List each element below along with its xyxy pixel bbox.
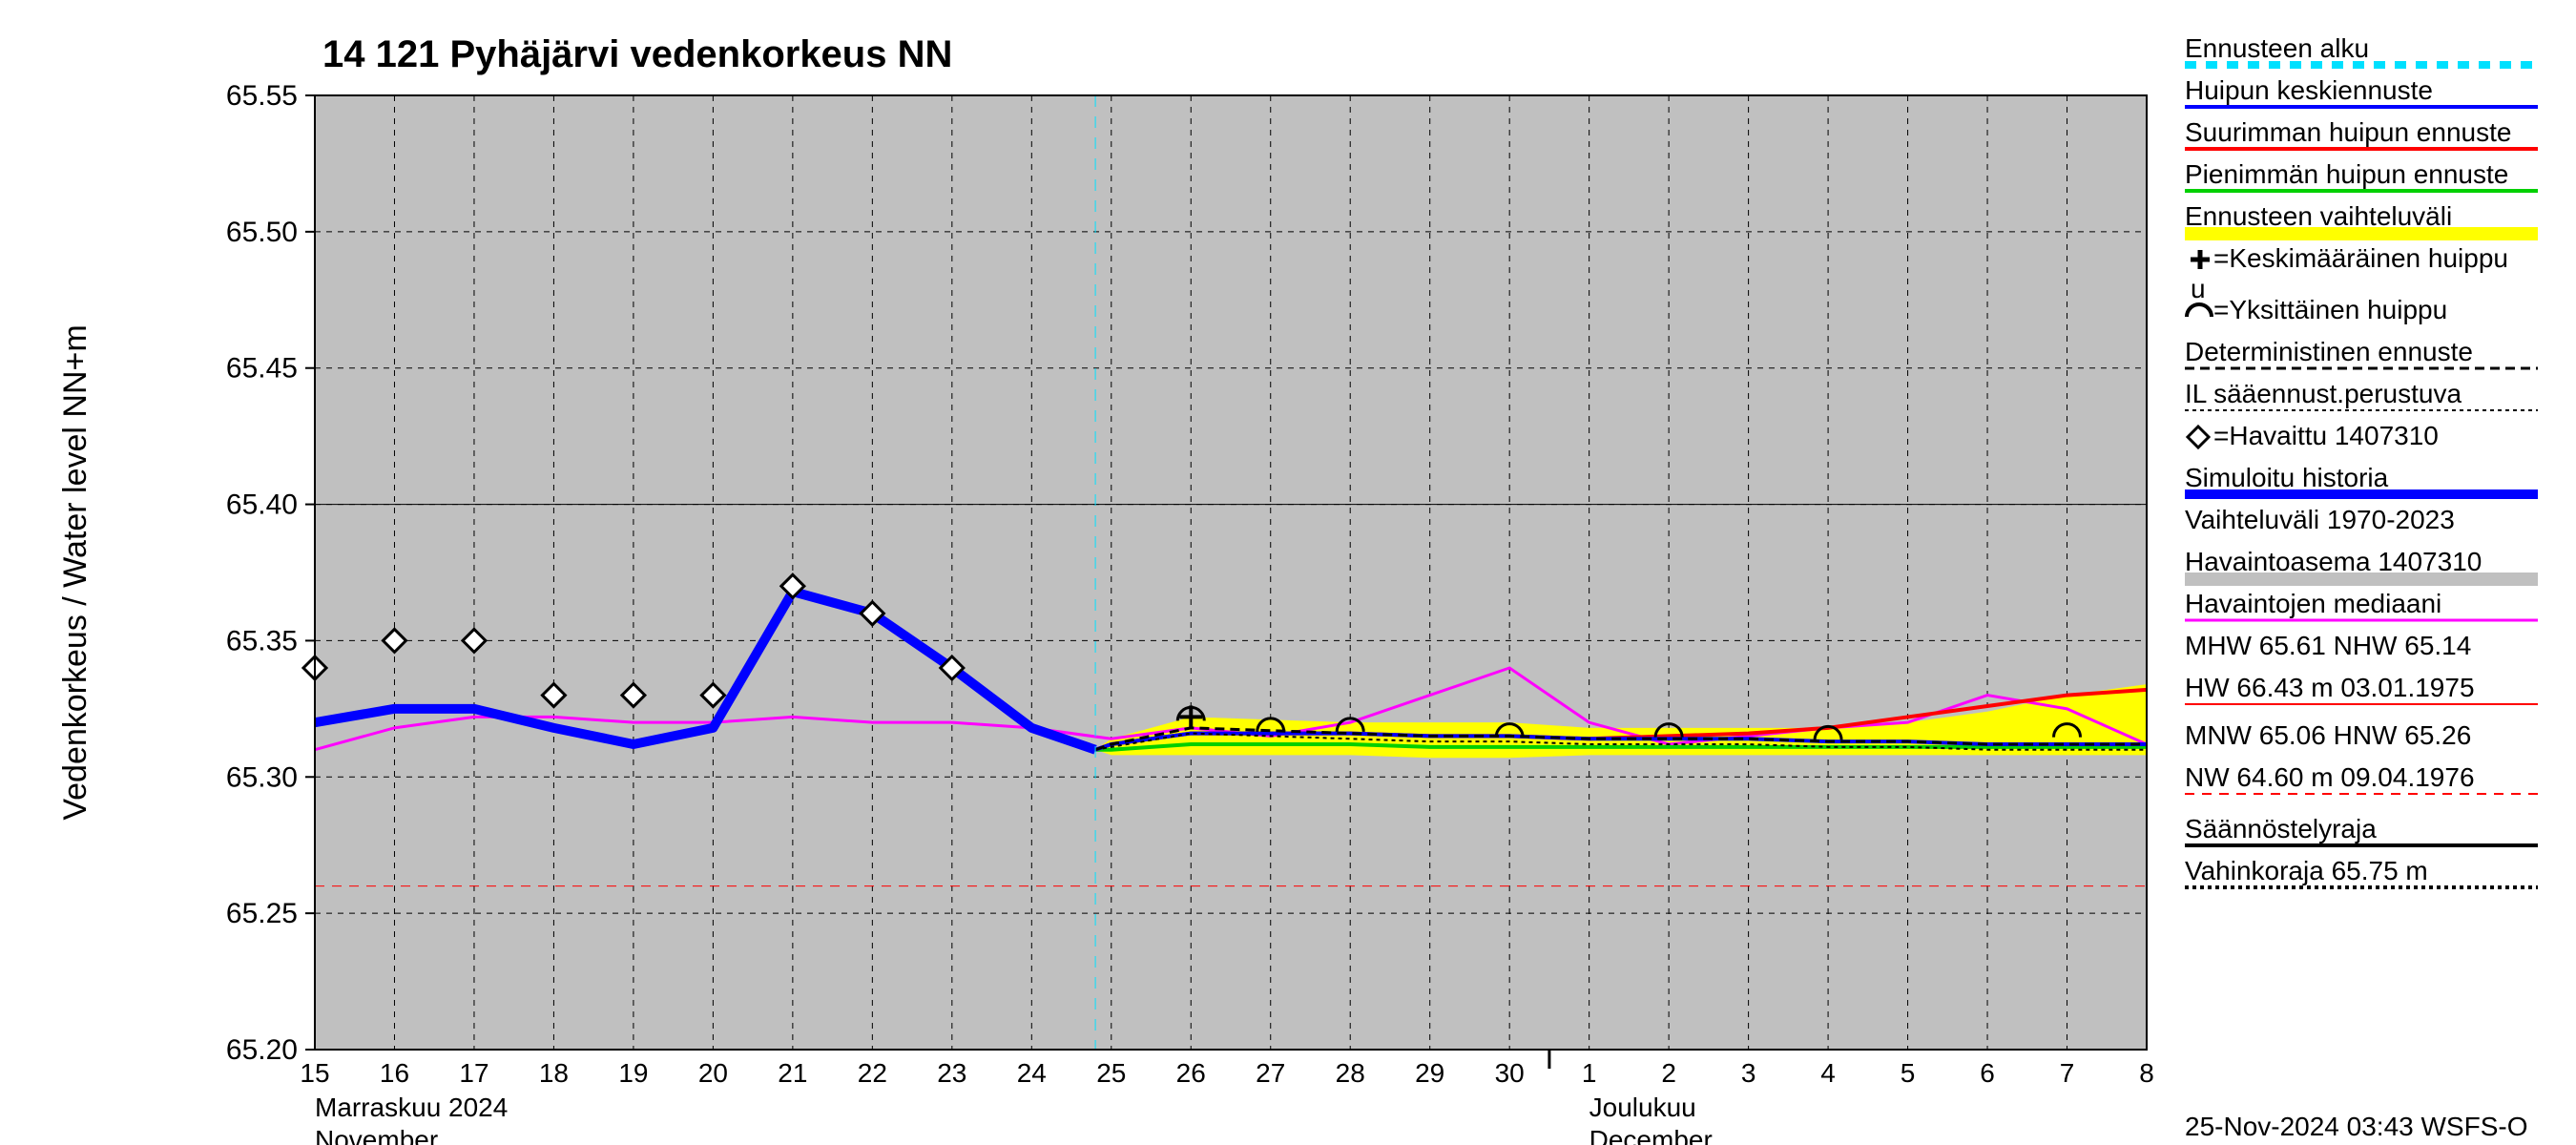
- legend-item: IL sääennust.perustuva: [2185, 379, 2538, 410]
- legend-label: MNW 65.06 HNW 65.26: [2185, 720, 2471, 750]
- xtick-label: 18: [539, 1058, 569, 1088]
- xtick-label: 19: [618, 1058, 648, 1088]
- xtick-label: 15: [300, 1058, 329, 1088]
- legend-label: MHW 65.61 NHW 65.14: [2185, 631, 2471, 660]
- month1-en-label: November: [315, 1125, 438, 1145]
- xtick-label: 30: [1495, 1058, 1525, 1088]
- legend-item: Vaihteluväli 1970-2023: [2185, 505, 2455, 534]
- ytick-label: 65.25: [226, 898, 298, 929]
- ytick-label: 65.40: [226, 489, 298, 521]
- xtick-label: 20: [698, 1058, 728, 1088]
- legend-label: =Keskimääräinen huippu: [2213, 243, 2508, 273]
- legend-item: Ennusteen alku: [2185, 33, 2538, 65]
- legend-item: MHW 65.61 NHW 65.14: [2185, 631, 2471, 660]
- xtick-label: 29: [1415, 1058, 1444, 1088]
- legend-item: Simuloitu historia: [2185, 463, 2538, 494]
- legend-item: Ennusteen vaihteluväli: [2185, 201, 2538, 240]
- legend-label: Suurimman huipun ennuste: [2185, 117, 2511, 147]
- legend-item: Havaintojen mediaani: [2185, 589, 2538, 620]
- legend-sample-rect: [2185, 572, 2538, 586]
- legend-label: Havaintojen mediaani: [2185, 589, 2441, 618]
- chart-title: 14 121 Pyhäjärvi vedenkorkeus NN: [322, 33, 952, 75]
- yaxis-title: Vedenkorkeus / Water level NN+m: [57, 324, 93, 820]
- legend-label: =Havaittu 1407310: [2213, 421, 2439, 450]
- xtick-label: 27: [1256, 1058, 1285, 1088]
- legend-label: Säännöstelyraja: [2185, 814, 2377, 843]
- ytick-label: 65.35: [226, 625, 298, 656]
- legend-label: Ennusteen vaihteluväli: [2185, 201, 2452, 231]
- xtick-label: 24: [1017, 1058, 1047, 1088]
- legend-item: =Yksittäinen huippu: [2187, 295, 2447, 324]
- footer-timestamp: 25-Nov-2024 03:43 WSFS-O: [2185, 1112, 2528, 1141]
- legend-sample-rect: [2185, 227, 2538, 240]
- legend-label: Havaintoasema 1407310: [2185, 547, 2482, 576]
- ytick-label: 65.50: [226, 217, 298, 248]
- legend-label: Vaihteluväli 1970-2023: [2185, 505, 2455, 534]
- xtick-label: 17: [459, 1058, 488, 1088]
- legend-label: NW 64.60 m 09.04.1976: [2185, 762, 2475, 792]
- xtick-label: 3: [1741, 1058, 1756, 1088]
- ytick-label: 65.55: [226, 80, 298, 112]
- legend-item: Vahinkoraja 65.75 m: [2185, 856, 2538, 887]
- legend-item: Säännöstelyraja: [2185, 814, 2538, 845]
- xtick-label: 5: [1901, 1058, 1916, 1088]
- legend-label: Simuloitu historia: [2185, 463, 2389, 492]
- xtick-label: 8: [2139, 1058, 2154, 1088]
- xtick-label: 1: [1582, 1058, 1597, 1088]
- legend-item: Havaintoasema 1407310: [2185, 547, 2538, 586]
- xtick-label: 22: [858, 1058, 887, 1088]
- chart-container: 65.20 65.25 65.30 65.35 65.40 65.45 65.50 65.55…: [0, 0, 2576, 1145]
- xtick-label: 23: [937, 1058, 966, 1088]
- legend-label: =Yksittäinen huippu: [2213, 295, 2447, 324]
- xtick-label: 25: [1096, 1058, 1126, 1088]
- legend-label: HW 66.43 m 03.01.1975: [2185, 673, 2475, 702]
- legend-item: Huipun keskiennuste: [2185, 75, 2538, 107]
- legend-item: Pienimmän huipun ennuste: [2185, 159, 2538, 191]
- xtick-label: 28: [1336, 1058, 1365, 1088]
- xtick-label: 21: [778, 1058, 807, 1088]
- legend-item: =Havaittu 1407310: [2188, 421, 2439, 450]
- legend-item: Suurimman huipun ennuste: [2185, 117, 2538, 149]
- ytick-label: 65.30: [226, 761, 298, 793]
- legend-label: IL sääennust.perustuva: [2185, 379, 2462, 408]
- chart-svg: 65.20 65.25 65.30 65.35 65.40 65.45 65.50 65.55…: [0, 0, 2576, 1145]
- xtick-label: 4: [1820, 1058, 1836, 1088]
- legend-label: Pienimmän huipun ennuste: [2185, 159, 2508, 189]
- xtick-label: 7: [2060, 1058, 2075, 1088]
- legend-label: Vahinkoraja 65.75 m: [2185, 856, 2428, 885]
- xtick-label: 2: [1661, 1058, 1676, 1088]
- month1-fi-label: Marraskuu 2024: [315, 1093, 508, 1122]
- xtick-label: 6: [1980, 1058, 1995, 1088]
- xtick-label: 26: [1176, 1058, 1206, 1088]
- legend-item: NW 64.60 m 09.04.1976: [2185, 762, 2538, 794]
- legend-label: Deterministinen ennuste: [2185, 337, 2473, 366]
- plot-area: [315, 95, 2147, 1050]
- month2-fi-label: Joulukuu: [1589, 1093, 1696, 1122]
- legend-label: Huipun keskiennuste: [2185, 75, 2433, 105]
- month2-en-label: December: [1589, 1125, 1713, 1145]
- ytick-label: 65.45: [226, 353, 298, 385]
- legend-label-cont: u: [2191, 274, 2206, 303]
- legend-item: Deterministinen ennuste: [2185, 337, 2538, 368]
- ytick-label: 65.20: [226, 1034, 298, 1066]
- xtick-label: 16: [380, 1058, 409, 1088]
- legend-label: Ennusteen alku: [2185, 33, 2369, 63]
- legend-item: HW 66.43 m 03.01.1975: [2185, 673, 2538, 704]
- legend-item: MNW 65.06 HNW 65.26: [2185, 720, 2471, 750]
